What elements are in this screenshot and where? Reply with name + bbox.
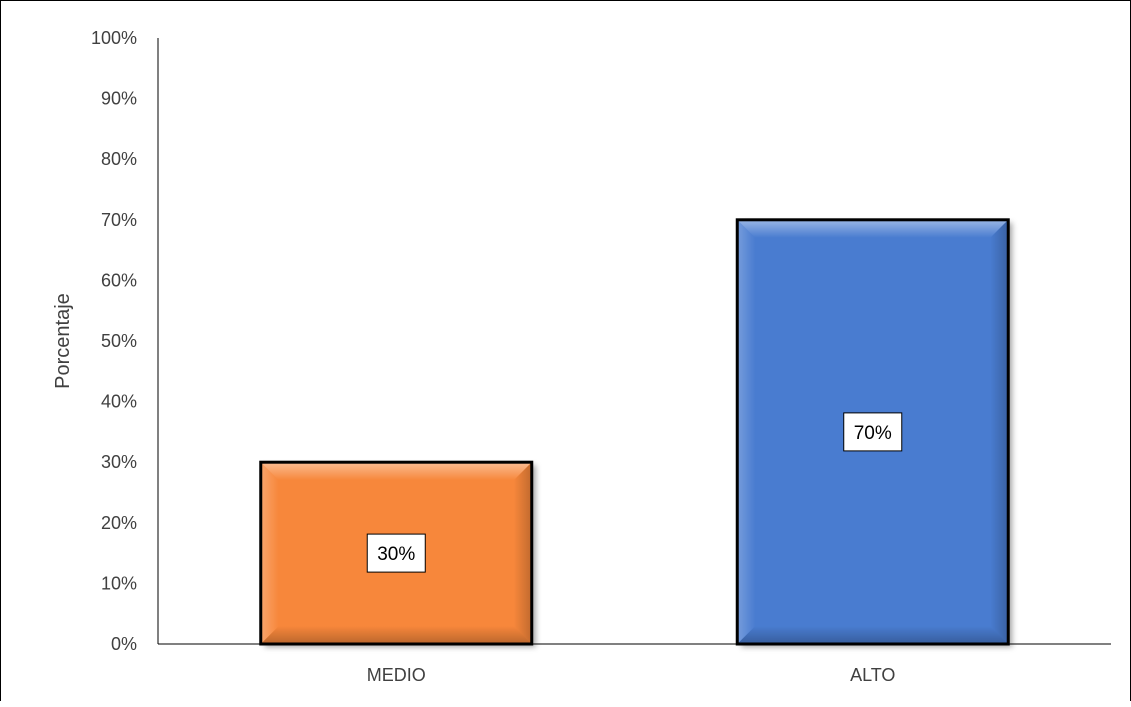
y-tick-label: 10% [101, 573, 137, 593]
y-tick-label: 100% [91, 28, 137, 48]
data-label-text: 70% [854, 423, 892, 444]
y-tick-label: 30% [101, 452, 137, 472]
bar-bevel-bottom [737, 626, 1009, 644]
bar-bevel-left [260, 462, 279, 644]
y-tick-label: 70% [101, 210, 137, 230]
bar-outline [735, 218, 1010, 646]
x-tick-label: MEDIO [367, 665, 426, 685]
data-label-box [843, 412, 903, 452]
x-axis-tick-labels: MEDIO ALTO [367, 665, 896, 685]
y-tick-label: 0% [111, 634, 137, 654]
bars-group: 30% 70% [259, 218, 1010, 646]
data-label-text: 30% [377, 544, 415, 565]
y-tick-label: 20% [101, 513, 137, 533]
x-tick-label: ALTO [850, 665, 895, 685]
data-label-box [366, 533, 426, 573]
bar-bevel-bottom [260, 626, 532, 644]
y-axis-title: Porcentaje [52, 293, 74, 389]
bar-bevel-top [260, 462, 532, 481]
y-axis-tick-labels: 0% 10% 20% 30% 40% 50% 60% 70% 80% 90% 100% [91, 28, 137, 654]
data-label: 30% [366, 533, 426, 573]
bar-outline [259, 460, 534, 646]
y-tick-label: 90% [101, 89, 137, 109]
y-tick-label: 60% [101, 270, 137, 290]
bar-medio: 30% [259, 460, 534, 646]
bar-bevel-left [737, 219, 756, 645]
y-tick-label: 40% [101, 392, 137, 412]
bar-bevel-right [513, 462, 532, 644]
bar-alto: 70% [735, 218, 1010, 646]
data-label: 70% [843, 412, 903, 452]
bar-bevel-top [737, 219, 1009, 238]
y-tick-label: 80% [101, 149, 137, 169]
y-tick-label: 50% [101, 331, 137, 351]
bar-bevel-right [990, 219, 1009, 645]
